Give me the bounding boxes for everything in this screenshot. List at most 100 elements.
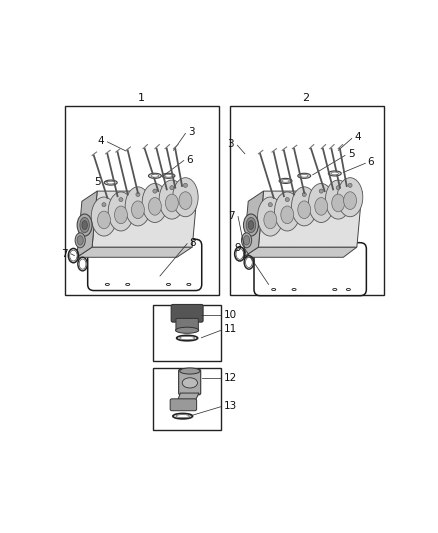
Ellipse shape [319, 189, 323, 193]
Text: 6: 6 [368, 157, 374, 167]
Ellipse shape [332, 194, 345, 212]
Text: 8: 8 [189, 238, 195, 248]
Text: 2: 2 [302, 93, 310, 103]
Ellipse shape [148, 198, 161, 215]
Ellipse shape [80, 217, 89, 233]
Bar [153, 368, 221, 431]
Bar [65, 106, 219, 295]
Ellipse shape [282, 180, 290, 182]
Ellipse shape [272, 248, 276, 250]
Ellipse shape [180, 368, 200, 374]
Ellipse shape [292, 248, 296, 250]
Polygon shape [258, 191, 362, 247]
Ellipse shape [331, 172, 339, 175]
Ellipse shape [142, 183, 168, 222]
Ellipse shape [166, 245, 170, 246]
Ellipse shape [241, 233, 251, 248]
Ellipse shape [285, 198, 290, 201]
Ellipse shape [246, 217, 256, 233]
Ellipse shape [82, 221, 87, 229]
Text: 6: 6 [187, 155, 193, 165]
Ellipse shape [170, 185, 174, 190]
Polygon shape [77, 247, 192, 257]
Ellipse shape [298, 201, 311, 219]
Ellipse shape [136, 192, 140, 197]
Ellipse shape [105, 284, 110, 286]
Ellipse shape [91, 197, 117, 236]
Text: 5: 5 [94, 176, 101, 187]
Ellipse shape [146, 245, 150, 246]
Ellipse shape [346, 288, 350, 290]
Text: 13: 13 [223, 401, 237, 410]
Ellipse shape [173, 177, 198, 217]
Ellipse shape [151, 174, 159, 177]
Ellipse shape [344, 192, 357, 209]
Ellipse shape [98, 211, 110, 229]
Ellipse shape [148, 173, 161, 179]
Polygon shape [176, 393, 199, 407]
Ellipse shape [153, 189, 157, 193]
Text: 11: 11 [223, 324, 237, 334]
FancyBboxPatch shape [88, 239, 202, 290]
Ellipse shape [346, 248, 350, 250]
FancyBboxPatch shape [176, 318, 198, 332]
Ellipse shape [298, 173, 311, 179]
Ellipse shape [187, 284, 191, 286]
FancyBboxPatch shape [254, 243, 366, 296]
Ellipse shape [248, 221, 254, 229]
Ellipse shape [114, 206, 127, 224]
Ellipse shape [279, 179, 292, 183]
Polygon shape [243, 247, 357, 257]
Ellipse shape [302, 192, 306, 197]
Ellipse shape [77, 236, 83, 245]
Polygon shape [77, 191, 97, 257]
Ellipse shape [315, 198, 328, 215]
Ellipse shape [348, 183, 352, 188]
Ellipse shape [159, 180, 184, 219]
Ellipse shape [333, 288, 337, 290]
Ellipse shape [292, 288, 296, 290]
Ellipse shape [126, 284, 130, 286]
Ellipse shape [328, 171, 341, 176]
Ellipse shape [162, 173, 175, 179]
Ellipse shape [275, 192, 300, 231]
Ellipse shape [179, 192, 192, 209]
Ellipse shape [292, 187, 317, 226]
Ellipse shape [77, 214, 92, 236]
FancyBboxPatch shape [179, 369, 201, 395]
Polygon shape [92, 191, 197, 247]
Text: 4: 4 [354, 133, 361, 142]
Ellipse shape [308, 183, 334, 222]
Text: 10: 10 [223, 310, 237, 320]
Ellipse shape [187, 245, 191, 246]
Text: 12: 12 [223, 374, 237, 383]
Text: 3: 3 [188, 127, 194, 138]
Ellipse shape [300, 174, 308, 177]
Polygon shape [243, 191, 264, 257]
Ellipse shape [246, 257, 252, 268]
Ellipse shape [176, 327, 199, 333]
Ellipse shape [125, 187, 151, 226]
Ellipse shape [337, 177, 363, 217]
Ellipse shape [281, 206, 294, 224]
Bar [153, 305, 221, 361]
Ellipse shape [119, 198, 123, 201]
Ellipse shape [236, 248, 244, 260]
FancyBboxPatch shape [170, 399, 197, 411]
Ellipse shape [176, 415, 190, 418]
Ellipse shape [325, 180, 351, 219]
Ellipse shape [244, 236, 250, 245]
Ellipse shape [75, 233, 85, 248]
Ellipse shape [105, 245, 110, 246]
Ellipse shape [180, 336, 194, 340]
Ellipse shape [336, 185, 340, 190]
Text: 4: 4 [97, 136, 104, 146]
Ellipse shape [126, 245, 130, 246]
FancyBboxPatch shape [171, 304, 203, 322]
Text: 1: 1 [138, 93, 145, 103]
Ellipse shape [70, 250, 77, 261]
Ellipse shape [272, 288, 276, 290]
Ellipse shape [104, 180, 117, 185]
Ellipse shape [184, 183, 187, 188]
Ellipse shape [333, 248, 337, 250]
